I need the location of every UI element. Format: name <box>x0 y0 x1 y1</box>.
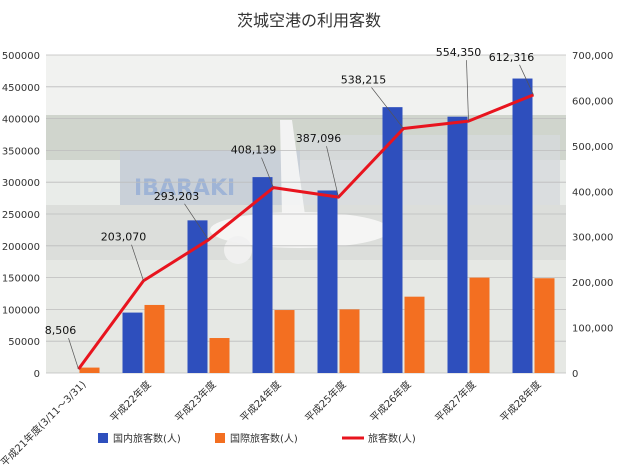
bar-series <box>79 78 555 374</box>
category-label: 平成24年度 <box>237 378 283 424</box>
bar-international <box>404 296 425 373</box>
category-label: 平成27年度 <box>432 378 478 424</box>
left-tick-label: 450000 <box>2 83 40 94</box>
bar-international <box>79 367 100 373</box>
bar-international <box>144 304 165 373</box>
legend-label: 国際旅客数(人) <box>230 432 298 445</box>
right-tick-label: 500,000 <box>572 142 613 153</box>
right-tick-label: 300,000 <box>572 233 613 244</box>
left-axis-ticks: 0 50000 100000 150000 200000 250000 300000 3500… <box>2 51 40 380</box>
left-tick-label: 150000 <box>2 274 40 285</box>
data-labels: 8,506 203,070 293,203 408,139 387,096 538,215… <box>45 46 535 370</box>
line-series <box>77 93 535 371</box>
right-tick-label: 400,000 <box>572 187 613 198</box>
left-tick-label: 500000 <box>2 51 40 62</box>
data-label-leader <box>466 60 469 122</box>
photo-sign-text: IBARAKI <box>134 176 235 201</box>
right-tick-label: 0 <box>572 369 578 380</box>
category-label: 平成25年度 <box>302 378 348 424</box>
category-labels: 平成21年度(3/11～3/31) 平成22年度 平成23年度 平成24年度 平成25年… <box>0 378 544 469</box>
bar-international <box>209 338 230 373</box>
right-axis-ticks: 0 100,000 200,000 300,000 400,000 500,000 600,… <box>572 51 613 380</box>
chart-title: 茨城空港の利用客数 <box>237 11 381 30</box>
legend-label: 旅客数(人) <box>368 432 416 445</box>
left-tick-label: 400000 <box>2 115 40 126</box>
bar-domestic <box>512 78 533 374</box>
legend-swatch <box>215 433 225 443</box>
category-label: 平成22年度 <box>107 378 153 424</box>
data-label-leader <box>326 146 339 198</box>
left-tick-label: 100000 <box>2 305 40 316</box>
left-tick-label: 200000 <box>2 242 40 253</box>
right-tick-label: 600,000 <box>572 96 613 107</box>
data-label: 408,139 <box>231 144 277 157</box>
bar-domestic <box>187 220 208 373</box>
right-tick-label: 100,000 <box>572 324 613 335</box>
data-label: 293,203 <box>154 190 200 203</box>
category-label: 平成26年度 <box>367 378 413 424</box>
category-label: 平成28年度 <box>497 378 543 424</box>
bar-international <box>274 310 295 373</box>
data-label: 612,316 <box>489 51 535 64</box>
data-label: 203,070 <box>101 231 147 244</box>
data-label-leader <box>184 203 209 240</box>
photo-airplane-engine <box>224 236 252 264</box>
legend-swatch <box>98 433 108 443</box>
bar-international <box>534 278 555 373</box>
category-label: 平成23年度 <box>172 378 218 424</box>
legend: 国内旅客数(人) 国際旅客数(人) 旅客数(人) <box>98 432 416 445</box>
left-tick-label: 350000 <box>2 146 40 157</box>
line-total-passengers <box>77 93 535 371</box>
bar-domestic <box>447 116 468 373</box>
legend-label: 国内旅客数(人) <box>113 432 181 445</box>
data-label: 8,506 <box>45 324 77 337</box>
bar-domestic <box>122 312 143 373</box>
data-label-leader <box>261 157 274 188</box>
left-tick-label: 250000 <box>2 210 40 221</box>
data-label: 387,096 <box>296 132 342 145</box>
right-tick-label: 200,000 <box>572 278 613 289</box>
data-label-leader <box>68 338 79 370</box>
bar-international <box>469 277 490 373</box>
bar-international <box>339 309 360 373</box>
data-label-leader <box>519 64 534 95</box>
right-tick-label: 700,000 <box>572 51 613 62</box>
left-tick-label: 0 <box>34 369 40 380</box>
data-label-leader <box>131 244 144 281</box>
data-label: 538,215 <box>341 73 387 86</box>
bar-domestic <box>252 177 273 373</box>
photo-haze <box>46 55 566 115</box>
left-tick-label: 300000 <box>2 178 40 189</box>
data-label: 554,350 <box>436 46 482 59</box>
data-label-leader <box>371 87 404 129</box>
category-label: 平成21年度(3/11～3/31) <box>0 378 89 469</box>
bar-domestic <box>317 190 338 373</box>
left-tick-label: 50000 <box>8 337 40 348</box>
bar-domestic <box>382 107 403 373</box>
